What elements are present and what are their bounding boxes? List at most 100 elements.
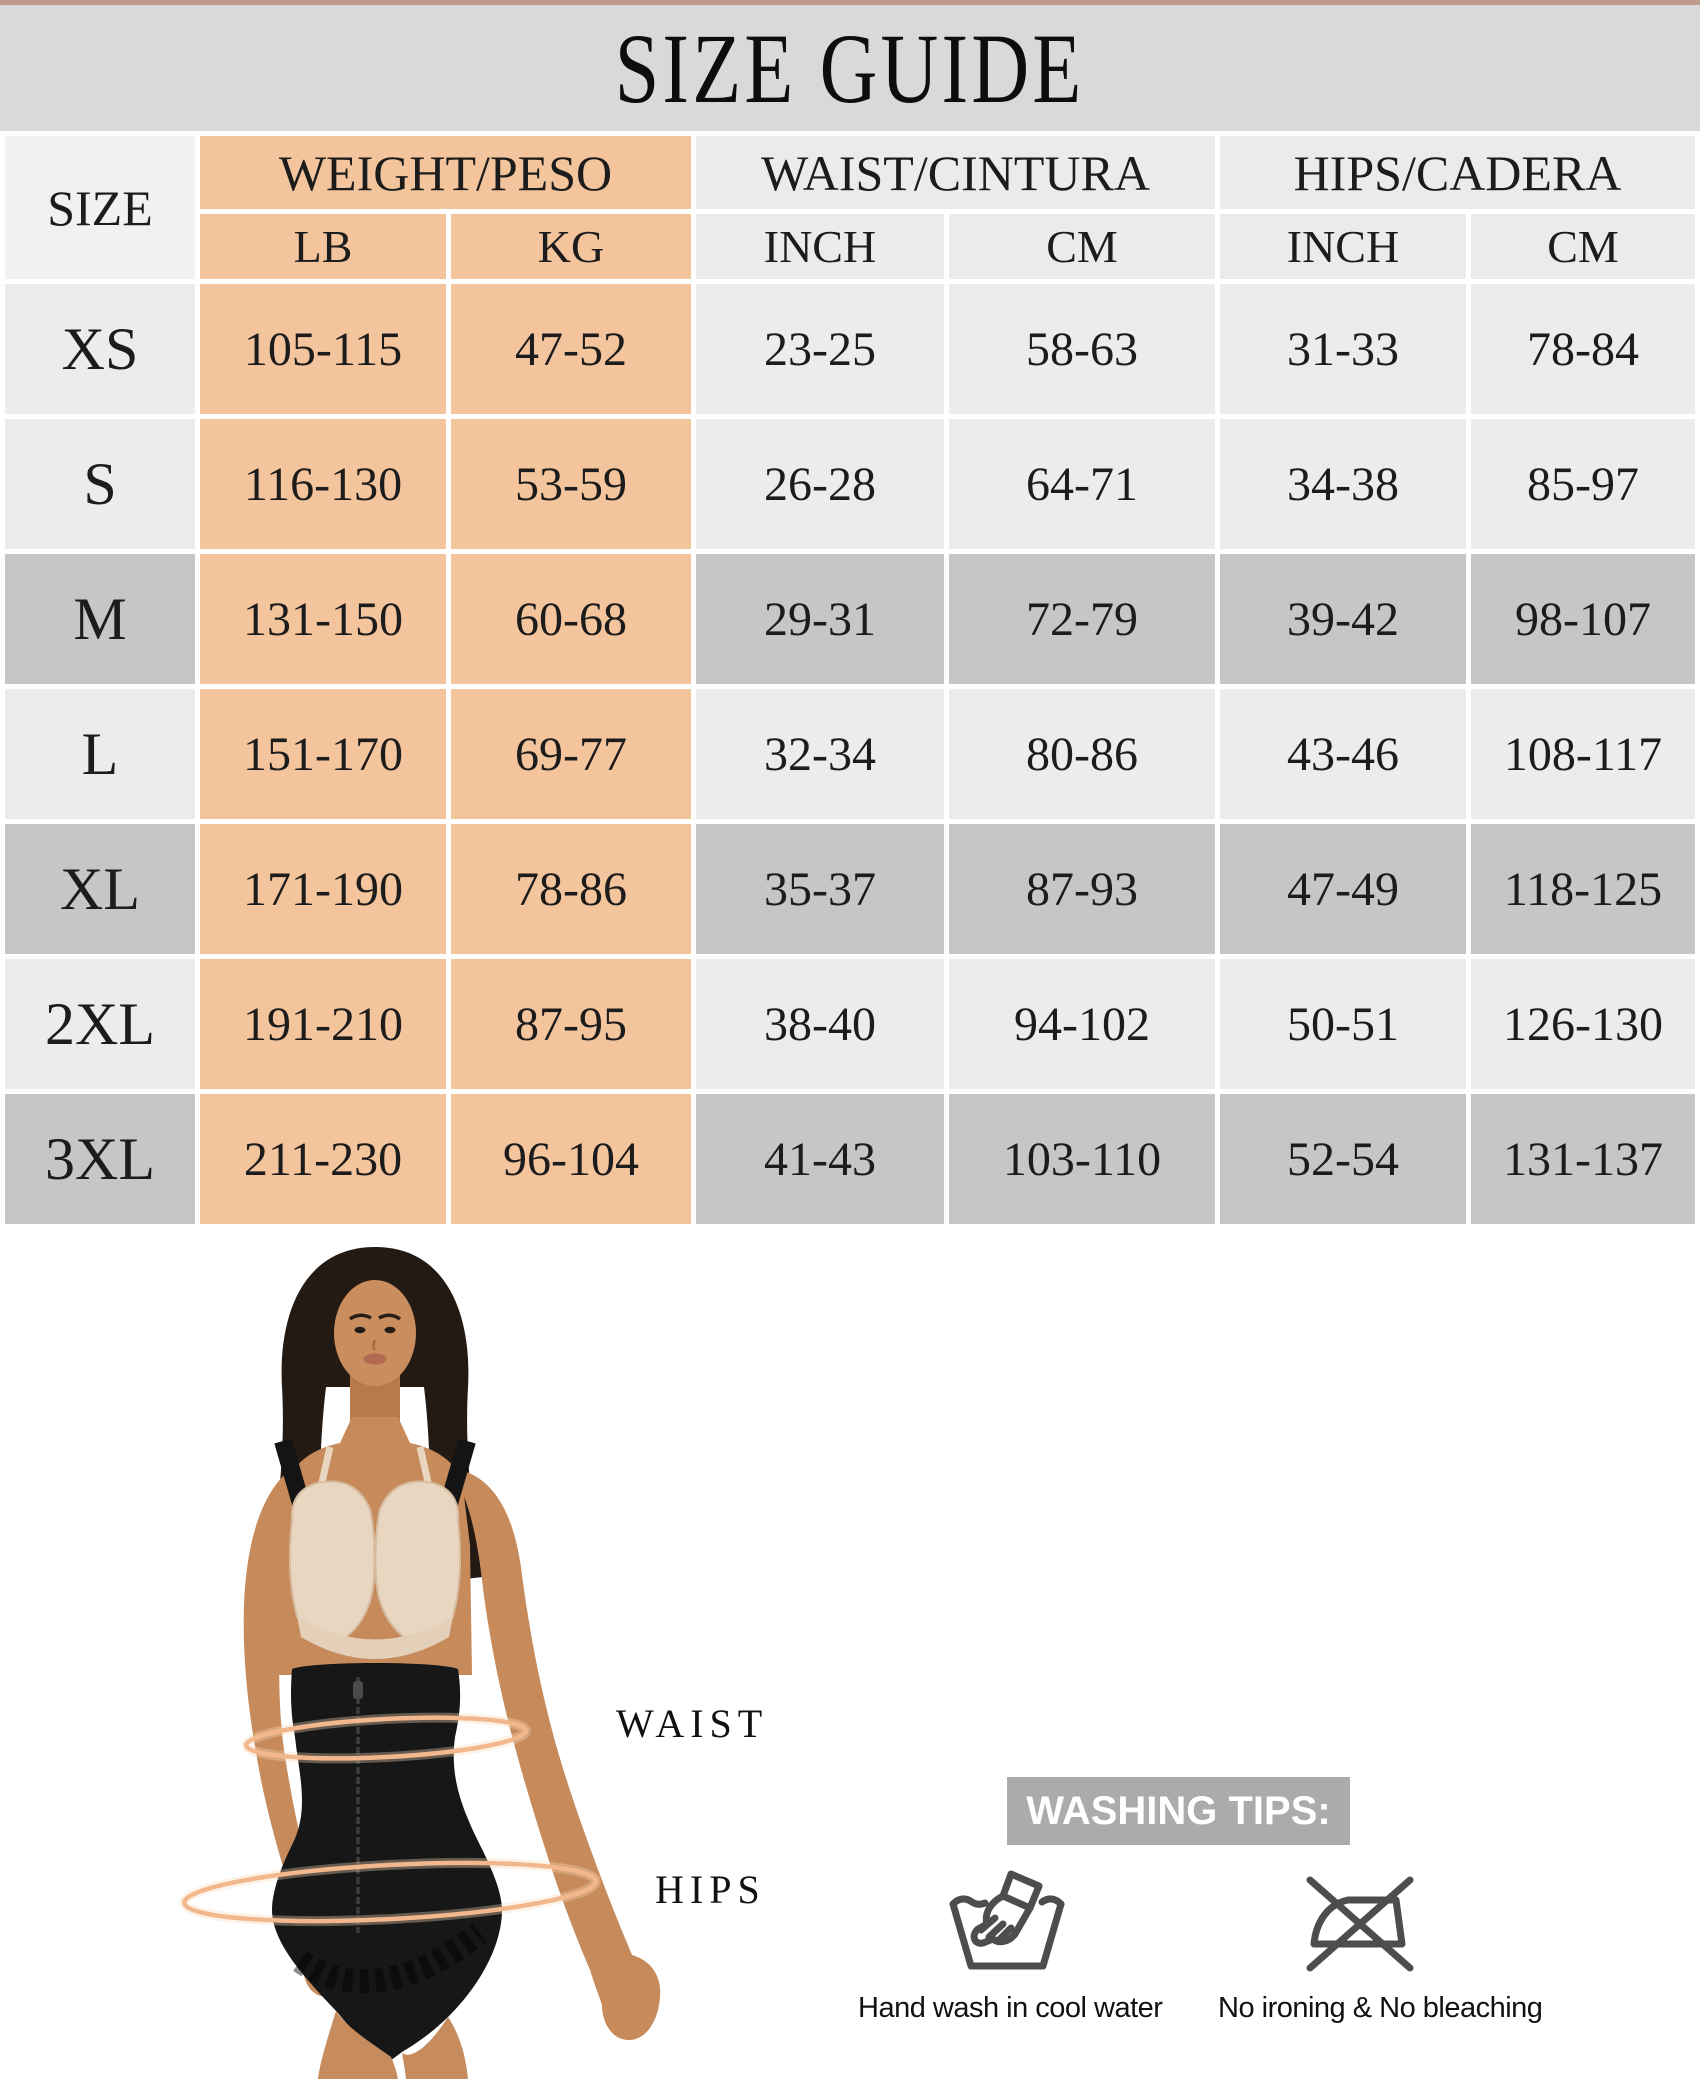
size-cell: 3XL (5, 1094, 195, 1224)
zipper-pull (353, 1681, 363, 1699)
model-left-arm (458, 1471, 661, 2040)
value-cell: 50-51 (1220, 959, 1466, 1089)
hand-wash-icon (949, 1870, 1065, 1970)
table-row-xl: XL 171-190 78-86 35-37 87-93 47-49 118-1… (5, 824, 1695, 954)
model-brow (348, 1313, 372, 1321)
table-row-m: M 131-150 60-68 29-31 72-79 39-42 98-107 (5, 554, 1695, 684)
value-cell: 53-59 (451, 419, 691, 549)
shapewear-garment (272, 1663, 502, 2061)
value-cell: 171-190 (200, 824, 446, 954)
value-cell: 39-42 (1220, 554, 1466, 684)
model-brow (378, 1313, 402, 1321)
size-cell: M (5, 554, 195, 684)
model-nose (372, 1339, 377, 1351)
value-cell: 78-86 (451, 824, 691, 954)
bra-band (297, 1616, 453, 1659)
value-cell: 105-115 (200, 284, 446, 414)
value-cell: 41-43 (696, 1094, 944, 1224)
table-row-xs: XS 105-115 47-52 23-25 58-63 31-33 78-84 (5, 284, 1695, 414)
value-cell: 52-54 (1220, 1094, 1466, 1224)
value-cell: 47-52 (451, 284, 691, 414)
table-group-header-row: SIZE WEIGHT/PESO WAIST/CINTURA HIPS/CADE… (5, 136, 1695, 279)
value-cell: 60-68 (451, 554, 691, 684)
value-cell: 43-46 (1220, 689, 1466, 819)
model-eye (384, 1326, 396, 1334)
no-iron-icon (1306, 1876, 1414, 1972)
value-cell: 85-97 (1471, 419, 1695, 549)
value-cell: 23-25 (696, 284, 944, 414)
size-cell: S (5, 419, 195, 549)
size-cell: XS (5, 284, 195, 414)
model-eye (354, 1326, 366, 1334)
lace-trim (293, 1923, 488, 1994)
value-cell: 47-49 (1220, 824, 1466, 954)
column-header-hips-inch: INCH (1220, 214, 1466, 279)
value-cell: 87-93 (949, 824, 1215, 954)
model-hair (267, 1247, 483, 1583)
column-header-size: SIZE (5, 136, 195, 279)
column-group-hips: HIPS/CADERA (1220, 136, 1695, 209)
column-header-lb: LB (200, 214, 446, 279)
value-cell: 131-137 (1471, 1094, 1695, 1224)
value-cell: 131-150 (200, 554, 446, 684)
column-header-waist-inch: INCH (696, 214, 944, 279)
no-iron-caption: No ironing & No bleaching (1218, 1992, 1543, 2024)
value-cell: 103-110 (949, 1094, 1215, 1224)
model-face (334, 1280, 416, 1386)
model-thigh (318, 2011, 398, 2079)
value-cell: 80-86 (949, 689, 1215, 819)
value-cell: 116-130 (200, 419, 446, 549)
model-lips (363, 1353, 387, 1365)
value-cell: 94-102 (949, 959, 1215, 1089)
value-cell: 32-34 (696, 689, 944, 819)
model-right-arm (243, 1473, 348, 1998)
top-accent-strip (0, 0, 1700, 5)
model-thigh (402, 2017, 468, 2079)
value-cell: 108-117 (1471, 689, 1695, 819)
value-cell: 126-130 (1471, 959, 1695, 1089)
table-sub-header-row: LB KG INCH CM INCH CM (5, 214, 1695, 279)
value-cell: 98-107 (1471, 554, 1695, 684)
washing-tips-banner: WASHING TIPS: (1007, 1777, 1350, 1845)
value-cell: 72-79 (949, 554, 1215, 684)
value-cell: 35-37 (696, 824, 944, 954)
value-cell: 151-170 (200, 689, 446, 819)
value-cell: 87-95 (451, 959, 691, 1089)
hips-label: HIPS (655, 1867, 766, 1912)
title-bar: SIZE GUIDE (0, 5, 1700, 131)
bra-cup (374, 1480, 462, 1641)
column-header-kg: KG (451, 214, 691, 279)
washing-tips-title: WASHING TIPS: (1026, 1788, 1331, 1833)
table-row-3xl: 3XL 211-230 96-104 41-43 103-110 52-54 1… (5, 1094, 1695, 1224)
value-cell: 26-28 (696, 419, 944, 549)
table-row-s: S 116-130 53-59 26-28 64-71 34-38 85-97 (5, 419, 1695, 549)
value-cell: 191-210 (200, 959, 446, 1089)
value-cell: 64-71 (949, 419, 1215, 549)
column-group-weight: WEIGHT/PESO (200, 136, 691, 209)
size-chart-table: SIZE WEIGHT/PESO WAIST/CINTURA HIPS/CADE… (0, 131, 1700, 1229)
hips-measure-ring (179, 1857, 601, 1927)
table-row-l: L 151-170 69-77 32-34 80-86 43-46 108-11… (5, 689, 1695, 819)
value-cell: 34-38 (1220, 419, 1466, 549)
value-cell: 38-40 (696, 959, 944, 1089)
value-cell: 78-84 (1471, 284, 1695, 414)
size-cell: L (5, 689, 195, 819)
value-cell: 31-33 (1220, 284, 1466, 414)
page-title: SIZE GUIDE (615, 12, 1085, 124)
size-cell: XL (5, 824, 195, 954)
value-cell: 29-31 (696, 554, 944, 684)
size-cell: 2XL (5, 959, 195, 1089)
waist-measure-ring (241, 1712, 531, 1764)
value-cell: 96-104 (451, 1094, 691, 1224)
column-header-hips-cm: CM (1471, 214, 1695, 279)
value-cell: 58-63 (949, 284, 1215, 414)
value-cell: 69-77 (451, 689, 691, 819)
table-row-2xl: 2XL 191-210 87-95 38-40 94-102 50-51 126… (5, 959, 1695, 1089)
value-cell: 118-125 (1471, 824, 1695, 954)
waist-label: WAIST (616, 1701, 769, 1746)
hand-wash-caption: Hand wash in cool water (858, 1992, 1163, 2024)
shapewear-model-illustration (179, 1247, 661, 2079)
bra-cup (288, 1480, 376, 1641)
column-group-waist: WAIST/CINTURA (696, 136, 1215, 209)
